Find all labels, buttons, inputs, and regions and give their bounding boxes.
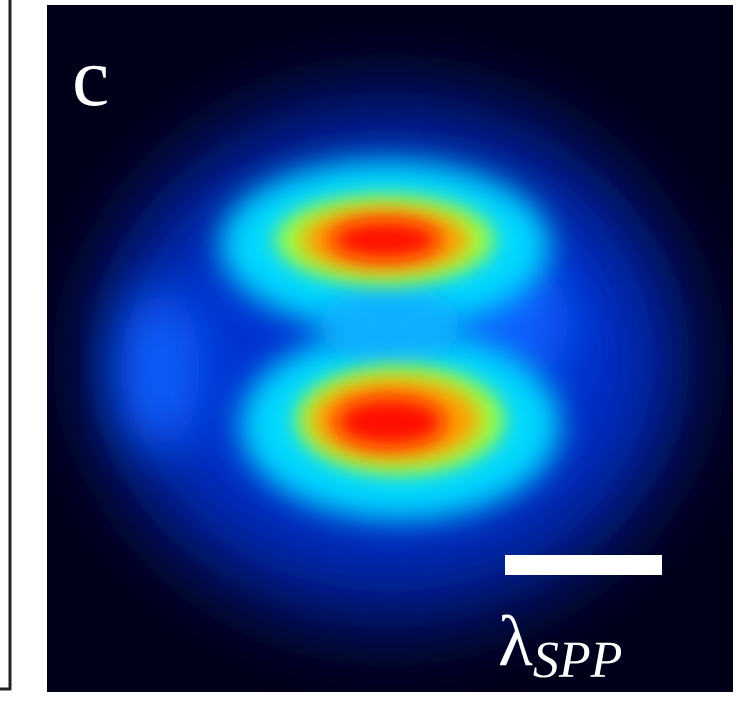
scale-bar [505,555,662,575]
scale-subscript: SPP [533,632,623,689]
left-frame [0,0,11,690]
scale-symbol: λ [498,601,533,681]
panel-label: c [72,31,109,124]
heatmap [47,5,733,692]
figure-panel: c λSPP [0,0,743,707]
page: c λSPP (() => { const data = JSON.parse(… [0,0,743,707]
